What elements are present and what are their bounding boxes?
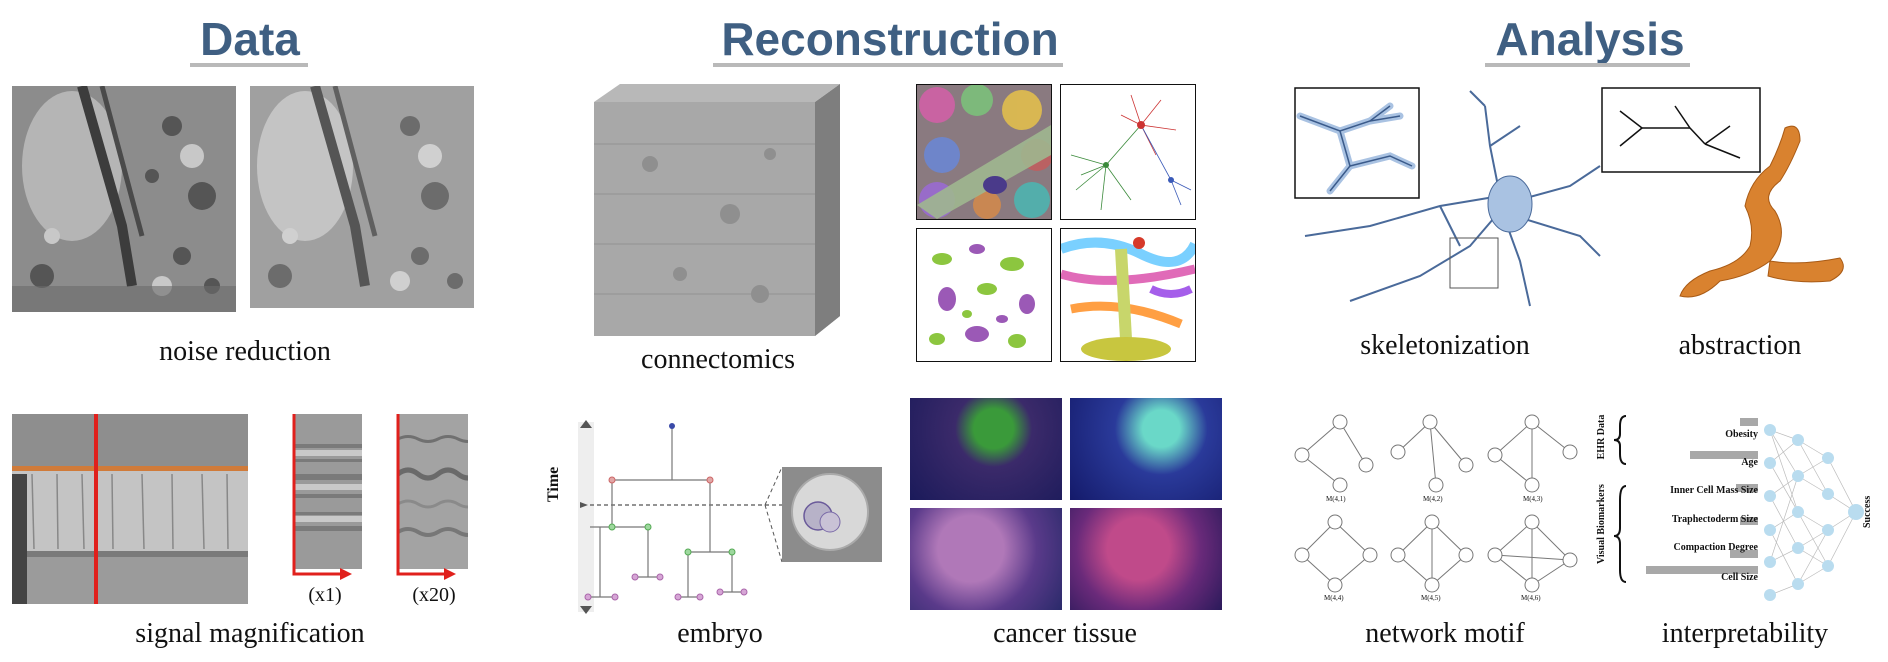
signal-image-x1	[294, 414, 362, 569]
label-x20: (x20)	[412, 584, 456, 606]
label-x1: (x1)	[308, 584, 342, 606]
feature-label-inner-cell-mass: Inner Cell Mass Size	[1670, 485, 1758, 496]
section-underline-analysis	[1485, 63, 1690, 67]
feature-label-compaction: Compaction Degree	[1673, 542, 1758, 553]
motif-label-5: M(4,5)	[1421, 594, 1441, 602]
em-image-denoised	[250, 86, 474, 308]
feature-label-traphectoderm: Traphectoderm Size	[1671, 514, 1758, 525]
section-title-analysis: Analysis	[1495, 13, 1685, 65]
caption-connectomics: connectomics	[641, 344, 795, 375]
caption-abstraction: abstraction	[1678, 330, 1802, 361]
group-label-ehr: EHR Data	[1596, 414, 1607, 460]
tissue-image-4	[1070, 508, 1222, 610]
feature-label-cell-size: Cell Size	[1721, 572, 1758, 583]
caption-embryo: embryo	[677, 618, 763, 649]
motif-label-1: M(4,1)	[1326, 495, 1346, 503]
feature-label-age: Age	[1741, 457, 1758, 468]
caption-noise-reduction: noise reduction	[159, 336, 331, 367]
segments-3d-panel	[916, 228, 1052, 362]
caption-cancer-tissue: cancer tissue	[993, 618, 1137, 649]
signal-image-main	[12, 414, 248, 604]
section-title-data: Data	[200, 13, 300, 65]
em-volume-cube	[594, 84, 840, 336]
output-label-success: Success	[1862, 495, 1873, 528]
embryo-lineage-tree	[578, 420, 882, 614]
section-title-reconstruction: Reconstruction	[721, 13, 1059, 65]
axis-arrow-x1-icon	[292, 414, 352, 580]
motif-label-3: M(4,3)	[1523, 495, 1543, 503]
tissue-image-1	[910, 398, 1062, 500]
motif-label-2: M(4,2)	[1423, 495, 1443, 503]
segmentation-panel	[916, 84, 1052, 220]
section-underline-reconstruction	[713, 63, 1063, 67]
interpretability-network	[1613, 415, 1864, 601]
motif-label-4: M(4,4)	[1324, 594, 1344, 602]
axis-arrow-x20-icon	[396, 414, 456, 580]
motif-label-6: M(4,6)	[1521, 594, 1541, 602]
neuron-skeleton	[1294, 87, 1601, 307]
em-image-noisy	[12, 86, 236, 312]
abstraction-graphic	[1601, 87, 1844, 298]
caption-network-motif: network motif	[1365, 618, 1525, 649]
caption-interpretability: interpretability	[1661, 618, 1829, 649]
section-underline-data	[190, 63, 308, 67]
signal-image-x20	[398, 414, 468, 569]
caption-signal-magnification: signal magnification	[135, 618, 365, 649]
embryo-time-axis-label: Time	[545, 466, 562, 502]
neuron-graph-panel	[1060, 84, 1196, 220]
network-motif-grid	[1294, 414, 1578, 593]
tissue-image-2	[1070, 398, 1222, 500]
caption-skeletonization: skeletonization	[1360, 330, 1530, 361]
group-label-visual-biomarkers: Visual Biomarkers	[1596, 484, 1607, 564]
feature-label-obesity: Obesity	[1725, 429, 1758, 440]
neurites-3d-panel	[1060, 228, 1196, 362]
tissue-image-3	[910, 508, 1062, 610]
